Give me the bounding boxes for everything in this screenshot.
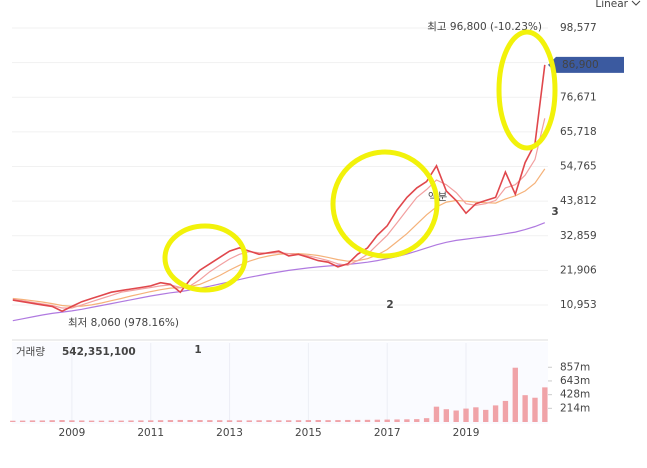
moving-average-line bbox=[12, 222, 546, 322]
price-panel bbox=[12, 20, 548, 338]
volume-bar bbox=[19, 420, 26, 422]
volume-bar bbox=[128, 420, 134, 422]
volume-bar bbox=[335, 420, 341, 422]
volume-bar bbox=[59, 420, 65, 422]
volume-bar bbox=[453, 410, 459, 422]
volume-bar bbox=[542, 387, 548, 422]
volume-bar bbox=[325, 420, 331, 422]
price-tag-label: 86,900 bbox=[562, 59, 599, 71]
volume-bar bbox=[295, 420, 302, 422]
volume-bar bbox=[98, 420, 105, 422]
volume-bar bbox=[177, 419, 183, 422]
y-tick-label: 43,812 bbox=[560, 195, 597, 207]
volume-bar bbox=[69, 420, 75, 422]
volume-bar bbox=[502, 400, 509, 422]
volume-bar bbox=[226, 420, 233, 422]
y-tick-label: 65,718 bbox=[560, 126, 597, 138]
y-tick-label: 428m bbox=[560, 389, 590, 401]
y-tick-label: 10,953 bbox=[560, 299, 597, 311]
volume-bar bbox=[138, 420, 144, 422]
volume-bar bbox=[483, 409, 489, 422]
volume-bar bbox=[285, 420, 292, 422]
volume-bar bbox=[256, 420, 262, 422]
volume-bar bbox=[463, 408, 469, 422]
volume-bar bbox=[276, 420, 282, 422]
volume-value: 542,351,100 bbox=[62, 346, 136, 358]
volume-bar bbox=[79, 420, 85, 422]
low-label: 최저 8,060 (978.16%) bbox=[68, 317, 179, 329]
volume-bar bbox=[29, 420, 36, 422]
price-tag bbox=[548, 56, 624, 73]
volume-bar bbox=[522, 395, 528, 422]
high-label: 최고 96,800 (-10.23%) bbox=[427, 21, 542, 33]
x-tick-label: 2015 bbox=[295, 427, 322, 439]
annotation-number: 1 bbox=[194, 344, 201, 356]
volume-bar bbox=[473, 407, 479, 422]
volume-bar bbox=[512, 367, 518, 422]
volume-bar bbox=[345, 419, 351, 422]
price-line bbox=[12, 64, 546, 313]
volume-bar bbox=[197, 420, 203, 422]
x-tick-label: 2013 bbox=[216, 427, 243, 439]
volume-bar bbox=[187, 420, 193, 422]
volume-panel bbox=[12, 342, 548, 424]
moving-average-line bbox=[12, 118, 546, 309]
volume-bar bbox=[88, 420, 95, 422]
volume-bar bbox=[404, 419, 410, 422]
annotation-number: 3 bbox=[551, 206, 558, 218]
volume-bar bbox=[443, 409, 449, 422]
volume-bar bbox=[492, 405, 499, 422]
volume-bar bbox=[354, 419, 361, 422]
annotation-circle bbox=[162, 223, 248, 293]
volume-bar bbox=[167, 420, 174, 422]
y-tick-label: 98,577 bbox=[560, 22, 597, 34]
annotation-circle bbox=[496, 29, 558, 151]
y-tick-label: 32,859 bbox=[560, 230, 597, 242]
volume-bar bbox=[364, 419, 371, 422]
volume-bar bbox=[39, 420, 46, 422]
y-tick-label: 214m bbox=[560, 402, 590, 414]
volume-bar bbox=[394, 419, 400, 422]
volume-bar bbox=[374, 419, 381, 422]
volume-bar bbox=[423, 418, 430, 422]
x-tick-label: 2009 bbox=[59, 427, 86, 439]
y-tick-label: 76,671 bbox=[560, 91, 597, 103]
scale-mode[interactable]: Linear bbox=[595, 0, 628, 10]
volume-bar bbox=[157, 420, 164, 422]
volume-bar bbox=[148, 420, 154, 422]
x-tick-label: 2017 bbox=[374, 427, 401, 439]
volume-bar bbox=[384, 419, 390, 422]
volume-bar bbox=[236, 420, 243, 422]
y-tick-label: 857m bbox=[560, 361, 590, 373]
annotation-circle bbox=[330, 149, 440, 259]
volume-bar bbox=[315, 420, 321, 422]
volume-bar bbox=[414, 419, 420, 422]
x-tick-label: 2011 bbox=[137, 427, 164, 439]
volume-bar bbox=[108, 420, 114, 422]
volume-bar bbox=[10, 420, 16, 422]
y-tick-label: 643m bbox=[560, 375, 590, 387]
y-tick-label: 21,906 bbox=[560, 264, 597, 276]
volume-bar bbox=[532, 397, 538, 422]
volume-bar bbox=[217, 420, 223, 422]
volume-bar bbox=[49, 420, 55, 422]
volume-bar bbox=[118, 420, 124, 422]
volume-bar bbox=[266, 420, 272, 422]
volume-title: 거래량 bbox=[16, 346, 45, 358]
volume-bar bbox=[246, 420, 252, 422]
annotation-number: 2 bbox=[386, 299, 393, 311]
x-tick-label: 2019 bbox=[453, 427, 480, 439]
dropdown-arrow[interactable] bbox=[631, 0, 641, 6]
volume-bar bbox=[305, 420, 312, 422]
y-tick-label: 54,765 bbox=[560, 161, 597, 173]
volume-bar bbox=[207, 420, 213, 422]
volume-bar bbox=[433, 406, 440, 422]
